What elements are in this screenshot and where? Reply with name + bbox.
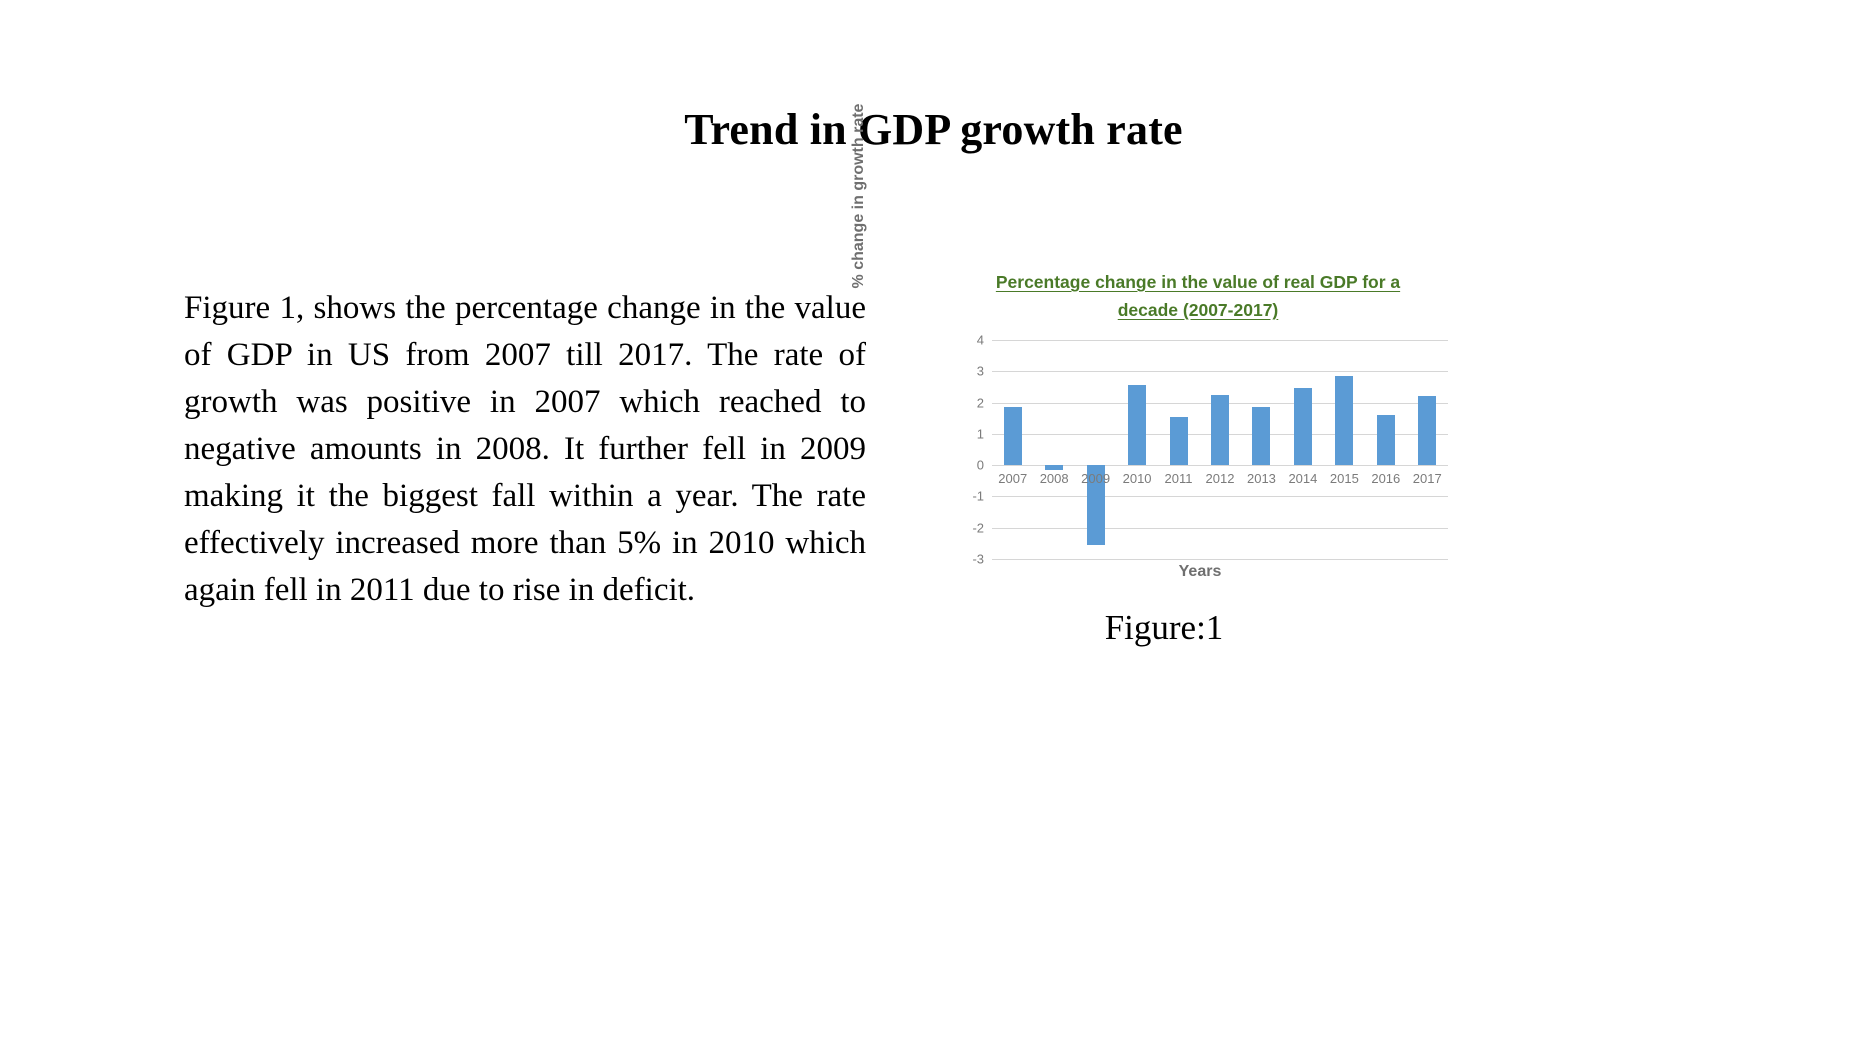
bar-2014 <box>1293 388 1312 466</box>
gridline <box>992 527 1448 529</box>
gridline <box>992 371 1448 373</box>
page-title: Trend in GDP growth rate <box>684 105 1183 154</box>
y-tick-label: 0 <box>976 457 984 473</box>
x-tick-label: 2011 <box>1164 471 1193 487</box>
bar-2009 <box>1086 465 1105 545</box>
y-tick-label: -1 <box>972 488 984 504</box>
x-tick-label: 2016 <box>1371 471 1401 487</box>
x-tick-label: 2014 <box>1288 471 1318 487</box>
chart-title: Percentage change in the value of real G… <box>942 268 1454 324</box>
gridline <box>992 559 1448 560</box>
x-tick-label: 2013 <box>1246 471 1276 487</box>
y-axis-label: % change in growth rate <box>850 103 867 289</box>
chart-title-line-2: decade (2007-2017) <box>1117 300 1279 320</box>
y-tick-label: -2 <box>972 520 984 536</box>
bar-2015 <box>1335 375 1354 466</box>
x-tick-label: 2012 <box>1205 471 1235 487</box>
x-tick-label: 2015 <box>1329 471 1359 487</box>
figure-caption: Figure:1 <box>1104 608 1224 647</box>
y-tick-label: 4 <box>976 332 984 348</box>
chart-figure: Percentage change in the value of real G… <box>850 104 1456 598</box>
x-tick-label: 2009 <box>1081 471 1111 487</box>
bar-2012 <box>1211 394 1229 466</box>
bar-2007 <box>1003 407 1022 466</box>
y-tick-label: -3 <box>972 551 984 567</box>
bar-2017 <box>1418 396 1437 466</box>
gridline <box>992 496 1448 498</box>
bar-2011 <box>1169 416 1188 466</box>
chart-title-line-1: Percentage change in the value of real G… <box>995 272 1401 292</box>
x-tick-label: 2008 <box>1039 471 1069 487</box>
y-tick-label: 3 <box>976 363 984 379</box>
bar-2016 <box>1376 415 1395 466</box>
gridline <box>992 465 1448 467</box>
x-tick-label: 2010 <box>1122 471 1152 487</box>
x-tick-label: 2007 <box>998 471 1028 487</box>
body-paragraph: Figure 1, shows the percentage change in… <box>184 290 866 608</box>
bar-2010 <box>1128 385 1147 466</box>
bar-2008 <box>1045 465 1064 470</box>
y-tick-label: 2 <box>976 395 984 411</box>
plot-area: 4 3 2 1 0 -1 -2 -3 2007 2008 2009 2010 2011 2012 2013… <box>952 333 1448 567</box>
gridline <box>992 340 1448 341</box>
x-axis-label: Years <box>1178 563 1222 580</box>
x-tick-label: 2017 <box>1412 471 1442 487</box>
bar-2013 <box>1252 407 1271 466</box>
y-tick-label: 1 <box>976 426 984 442</box>
